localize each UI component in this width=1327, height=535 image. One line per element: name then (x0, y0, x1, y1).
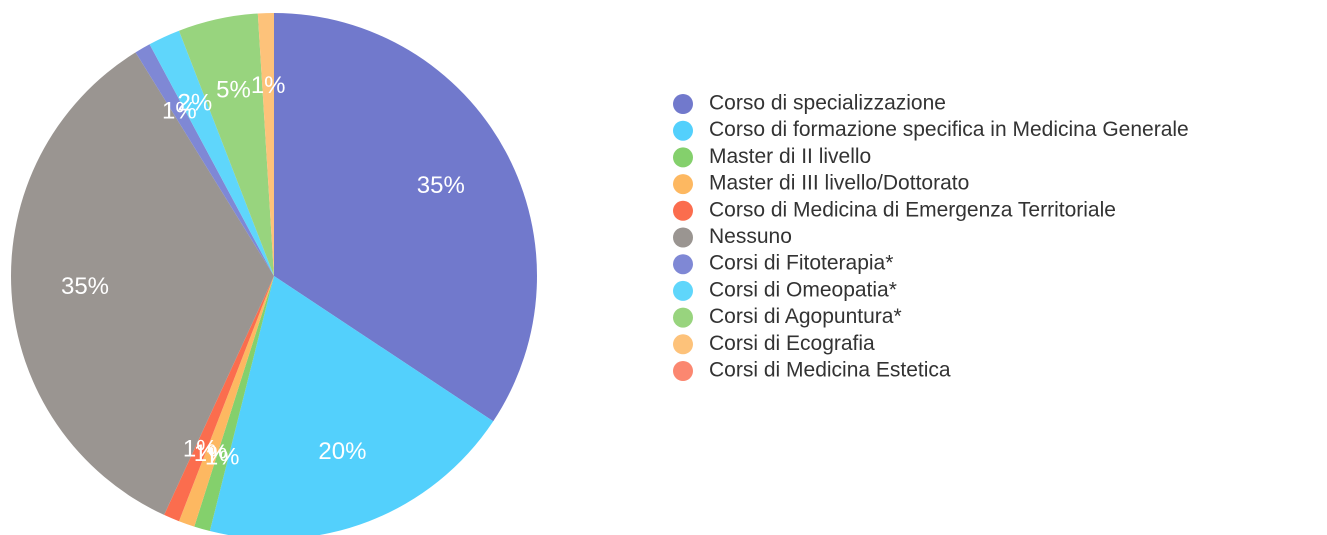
slice-label: 1% (205, 443, 240, 470)
slice-label: 1% (194, 440, 229, 467)
legend-swatch (673, 334, 693, 355)
legend-label: Nessuno (709, 225, 792, 248)
legend-swatch (673, 280, 693, 301)
legend-swatch (673, 200, 693, 221)
slice-label: 1% (162, 97, 197, 124)
pie-slice (178, 276, 274, 527)
legend-label: Master di III livello/Dottorato (709, 172, 969, 195)
slice-label: 20% (318, 438, 366, 465)
slice-label: 2% (178, 89, 213, 116)
pie-slice (164, 276, 274, 522)
legend-label: Corso di specializzazione (709, 92, 946, 115)
pie-slice (274, 13, 537, 422)
slice-label: 1% (183, 436, 218, 463)
pie-slice (209, 276, 494, 535)
legend-label: Corsi di Medicina Estetica (709, 359, 951, 382)
legend-swatch (673, 307, 693, 328)
legend-label: Corsi di Omeopatia* (709, 278, 897, 301)
legend-label: Corso di formazione specifica in Medicin… (709, 118, 1189, 141)
pie-slice (149, 30, 274, 277)
legend-label: Corso di Medicina di Emergenza Territori… (709, 198, 1116, 221)
legend-swatch (673, 361, 693, 381)
legend-swatch (673, 174, 693, 195)
legend-swatch (673, 254, 693, 275)
pie-slice (257, 13, 274, 276)
slice-label: 1% (251, 72, 286, 99)
slice-label: 35% (61, 273, 109, 300)
pie-slice (178, 13, 274, 277)
legend-swatch (673, 147, 693, 168)
slice-label: 35% (417, 172, 465, 199)
legend-swatch (673, 94, 693, 114)
pie-slice (135, 44, 274, 276)
slice-label: 5% (216, 76, 251, 103)
legend-label: Corsi di Fitoterapia* (709, 252, 893, 275)
legend-label: Master di II livello (709, 145, 871, 168)
legend-swatch (673, 120, 693, 141)
legend-swatch (673, 227, 693, 248)
legend-label: Corsi di Agopuntura* (709, 305, 902, 328)
pie-slice (194, 276, 274, 532)
legend-label: Corsi di Ecografia (709, 332, 875, 355)
pie-slice (10, 52, 274, 515)
